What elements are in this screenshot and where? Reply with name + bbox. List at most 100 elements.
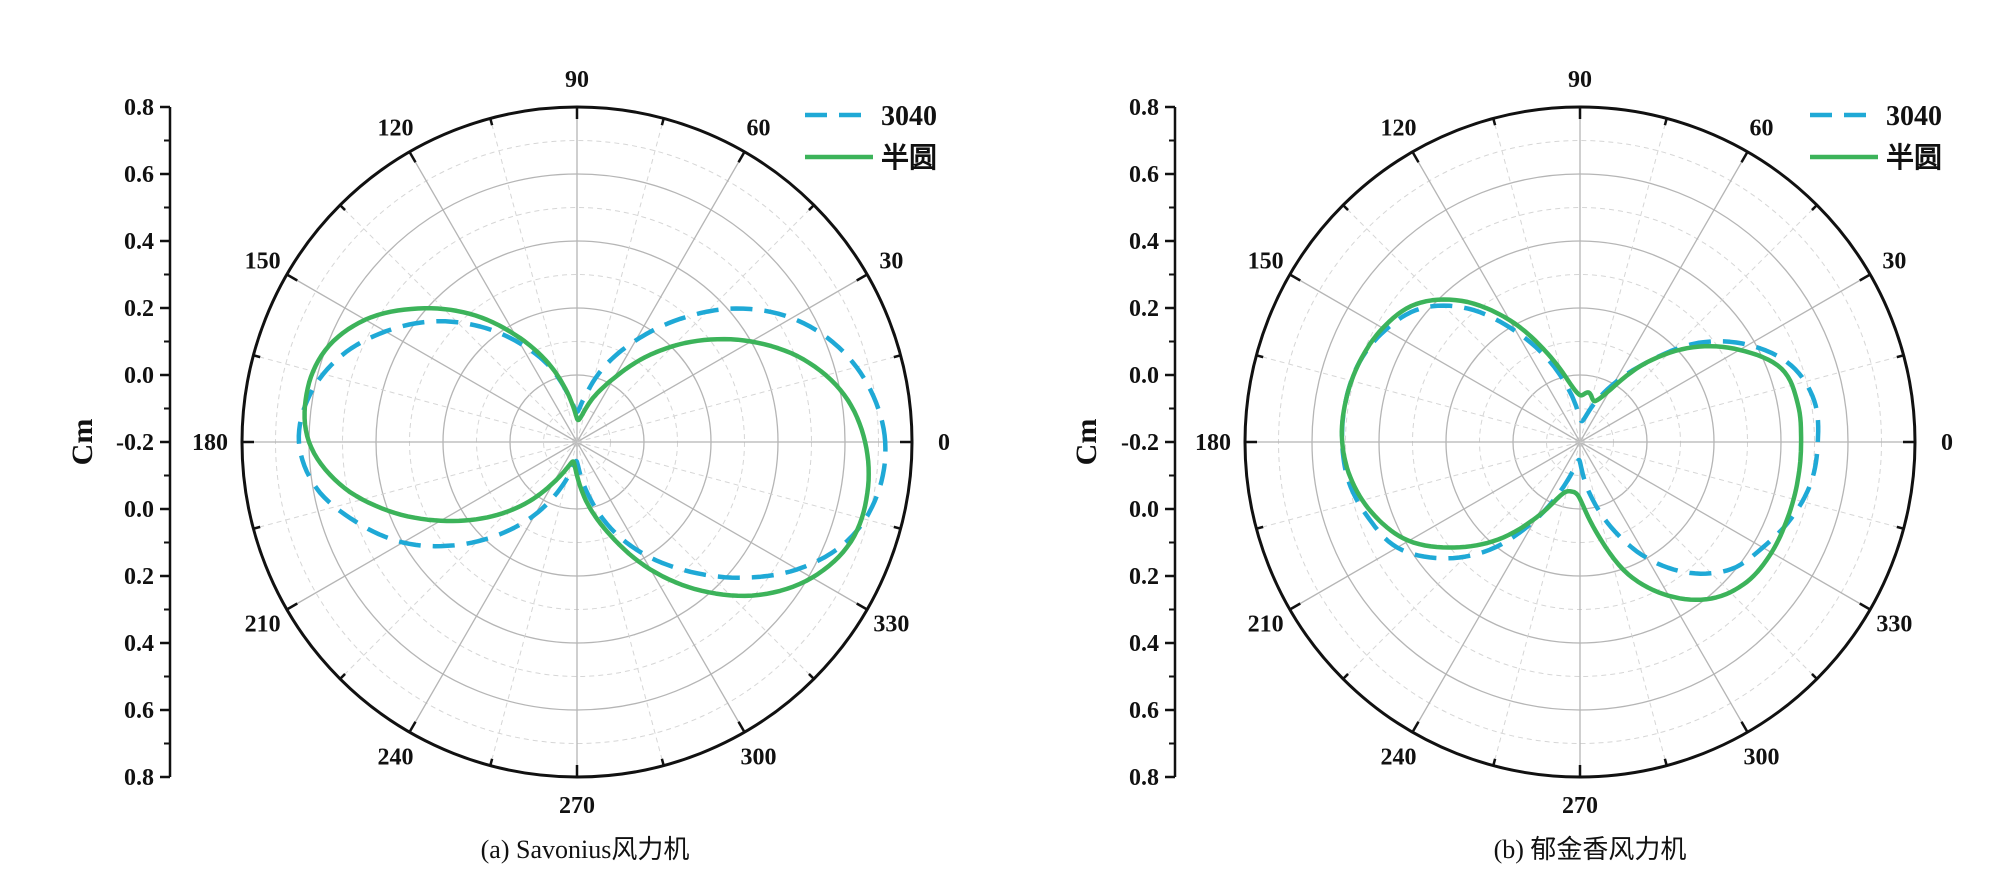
- grid-spoke-minor: [1579, 118, 1668, 443]
- angle-tick: [893, 525, 901, 530]
- grid-spoke-minor: [1342, 441, 1581, 680]
- angle-tick: [1740, 151, 1749, 163]
- angle-tick: [1896, 525, 1904, 530]
- angle-tick: [339, 673, 346, 680]
- grid-spoke-major: [1579, 441, 1871, 611]
- angle-tick: [660, 118, 665, 126]
- grid-spoke-minor: [576, 441, 815, 680]
- radial-tick-label: 0.8: [1129, 95, 1159, 121]
- radial-tick-label: 0.2: [124, 296, 154, 322]
- angle-label-300: 300: [1744, 744, 1780, 770]
- angle-tick: [408, 151, 417, 163]
- radial-tick-label: 0.4: [1129, 631, 1159, 657]
- angle-tick: [1411, 151, 1420, 163]
- angle-label-240: 240: [378, 744, 414, 770]
- radial-tick-label: 0.6: [1129, 162, 1159, 188]
- grid-spoke-major: [1411, 441, 1581, 733]
- angle-tick: [1256, 354, 1264, 359]
- angle-tick: [1256, 525, 1264, 530]
- angle-label-180: 180: [1195, 430, 1231, 456]
- grid-spoke-major: [576, 441, 746, 733]
- grid-spoke-major: [408, 441, 578, 733]
- angle-label-330: 330: [1876, 612, 1912, 638]
- radial-tick-label: 0.0: [124, 497, 154, 523]
- radial-tick-label: 0.0: [124, 363, 154, 389]
- angle-tick: [660, 758, 665, 766]
- angle-label-60: 60: [1750, 116, 1774, 142]
- radial-tick-label: 0.8: [1129, 765, 1159, 791]
- angle-tick: [856, 602, 868, 611]
- angle-tick: [1492, 758, 1497, 766]
- radial-tick-label: 0.4: [124, 631, 154, 657]
- grid-spoke-minor: [489, 441, 578, 766]
- angle-tick: [1342, 204, 1349, 211]
- radial-tick-label: 0.8: [124, 95, 154, 121]
- caption-b: (b) 郁金香风力机: [1494, 835, 1687, 864]
- grid-spoke-minor: [576, 441, 665, 766]
- angle-label-270: 270: [559, 793, 595, 819]
- grid-spoke-minor: [1579, 441, 1668, 766]
- grid-spoke-minor: [1579, 354, 1904, 443]
- radial-tick-label: 0.6: [124, 698, 154, 724]
- angle-label-330: 330: [873, 612, 909, 638]
- angle-label-210: 210: [245, 612, 281, 638]
- radial-tick-label: 0.2: [1129, 296, 1159, 322]
- grid-spoke-minor: [1492, 441, 1581, 766]
- angle-label-60: 60: [747, 116, 771, 142]
- radial-tick-label: -0.2: [1121, 430, 1159, 456]
- grid-spoke-minor: [253, 354, 578, 443]
- radial-tick-label: 0.6: [124, 162, 154, 188]
- grid-spoke-minor: [576, 441, 901, 530]
- angle-tick: [339, 204, 346, 211]
- grid-spoke-major: [1289, 441, 1581, 611]
- grid-spoke-minor: [1492, 118, 1581, 443]
- grid-spoke-major: [1579, 151, 1749, 443]
- grid-spoke-major: [1289, 273, 1581, 443]
- angle-tick: [808, 673, 815, 680]
- angle-tick: [1411, 721, 1420, 733]
- angle-label-90: 90: [565, 67, 589, 93]
- grid-spoke-minor: [253, 441, 578, 530]
- angle-label-150: 150: [1248, 249, 1284, 275]
- angle-tick: [408, 721, 417, 733]
- angle-label-30: 30: [879, 249, 903, 275]
- grid-spoke-minor: [1256, 441, 1581, 530]
- radial-tick-label: 0.8: [124, 765, 154, 791]
- grid-spoke-minor: [576, 204, 815, 443]
- radial-tick-label: 0.2: [1129, 564, 1159, 590]
- angle-tick: [856, 273, 868, 282]
- grid-spoke-minor: [1579, 204, 1818, 443]
- radial-tick-label: 0.0: [1129, 363, 1159, 389]
- angle-label-30: 30: [1882, 249, 1906, 275]
- grid-spoke-major: [286, 441, 578, 611]
- angle-tick: [286, 273, 298, 282]
- grid-spoke-major: [576, 441, 868, 611]
- radial-tick-label: -0.2: [116, 430, 154, 456]
- angle-label-210: 210: [1248, 612, 1284, 638]
- grid-spoke-minor: [1256, 354, 1581, 443]
- angle-tick: [737, 721, 746, 733]
- angle-tick: [1663, 758, 1668, 766]
- grid-spoke-minor: [339, 204, 578, 443]
- angle-label-270: 270: [1562, 793, 1598, 819]
- angle-tick: [737, 151, 746, 163]
- angle-label-180: 180: [192, 430, 228, 456]
- series-line-semicircle-b: [1339, 297, 1804, 603]
- angle-tick: [1859, 273, 1871, 282]
- radial-tick-label: 0.0: [1129, 497, 1159, 523]
- grid-spoke-minor: [1579, 441, 1818, 680]
- angle-tick: [286, 602, 298, 611]
- legend-label-3040-a: 3040: [881, 101, 937, 132]
- angle-tick: [1492, 118, 1497, 126]
- angle-tick: [1811, 673, 1818, 680]
- angle-label-0: 0: [938, 430, 950, 456]
- angle-tick: [253, 525, 261, 530]
- polar-chart-a: (a) Savonius风力机 Cm 3040 半圆 0 30 60 90 120 150…: [66, 67, 950, 864]
- angle-label-90: 90: [1568, 67, 1592, 93]
- legend-label-semicircle-a: 半圆: [881, 142, 937, 174]
- grid-spoke-major: [576, 273, 868, 443]
- polar-chart-b: (b) 郁金香风力机 Cm 3040 半圆 0 30 60 90 120 150 180 21…: [1070, 67, 1953, 864]
- polar-grid-b: [1243, 105, 1917, 779]
- angle-label-120: 120: [1381, 116, 1417, 142]
